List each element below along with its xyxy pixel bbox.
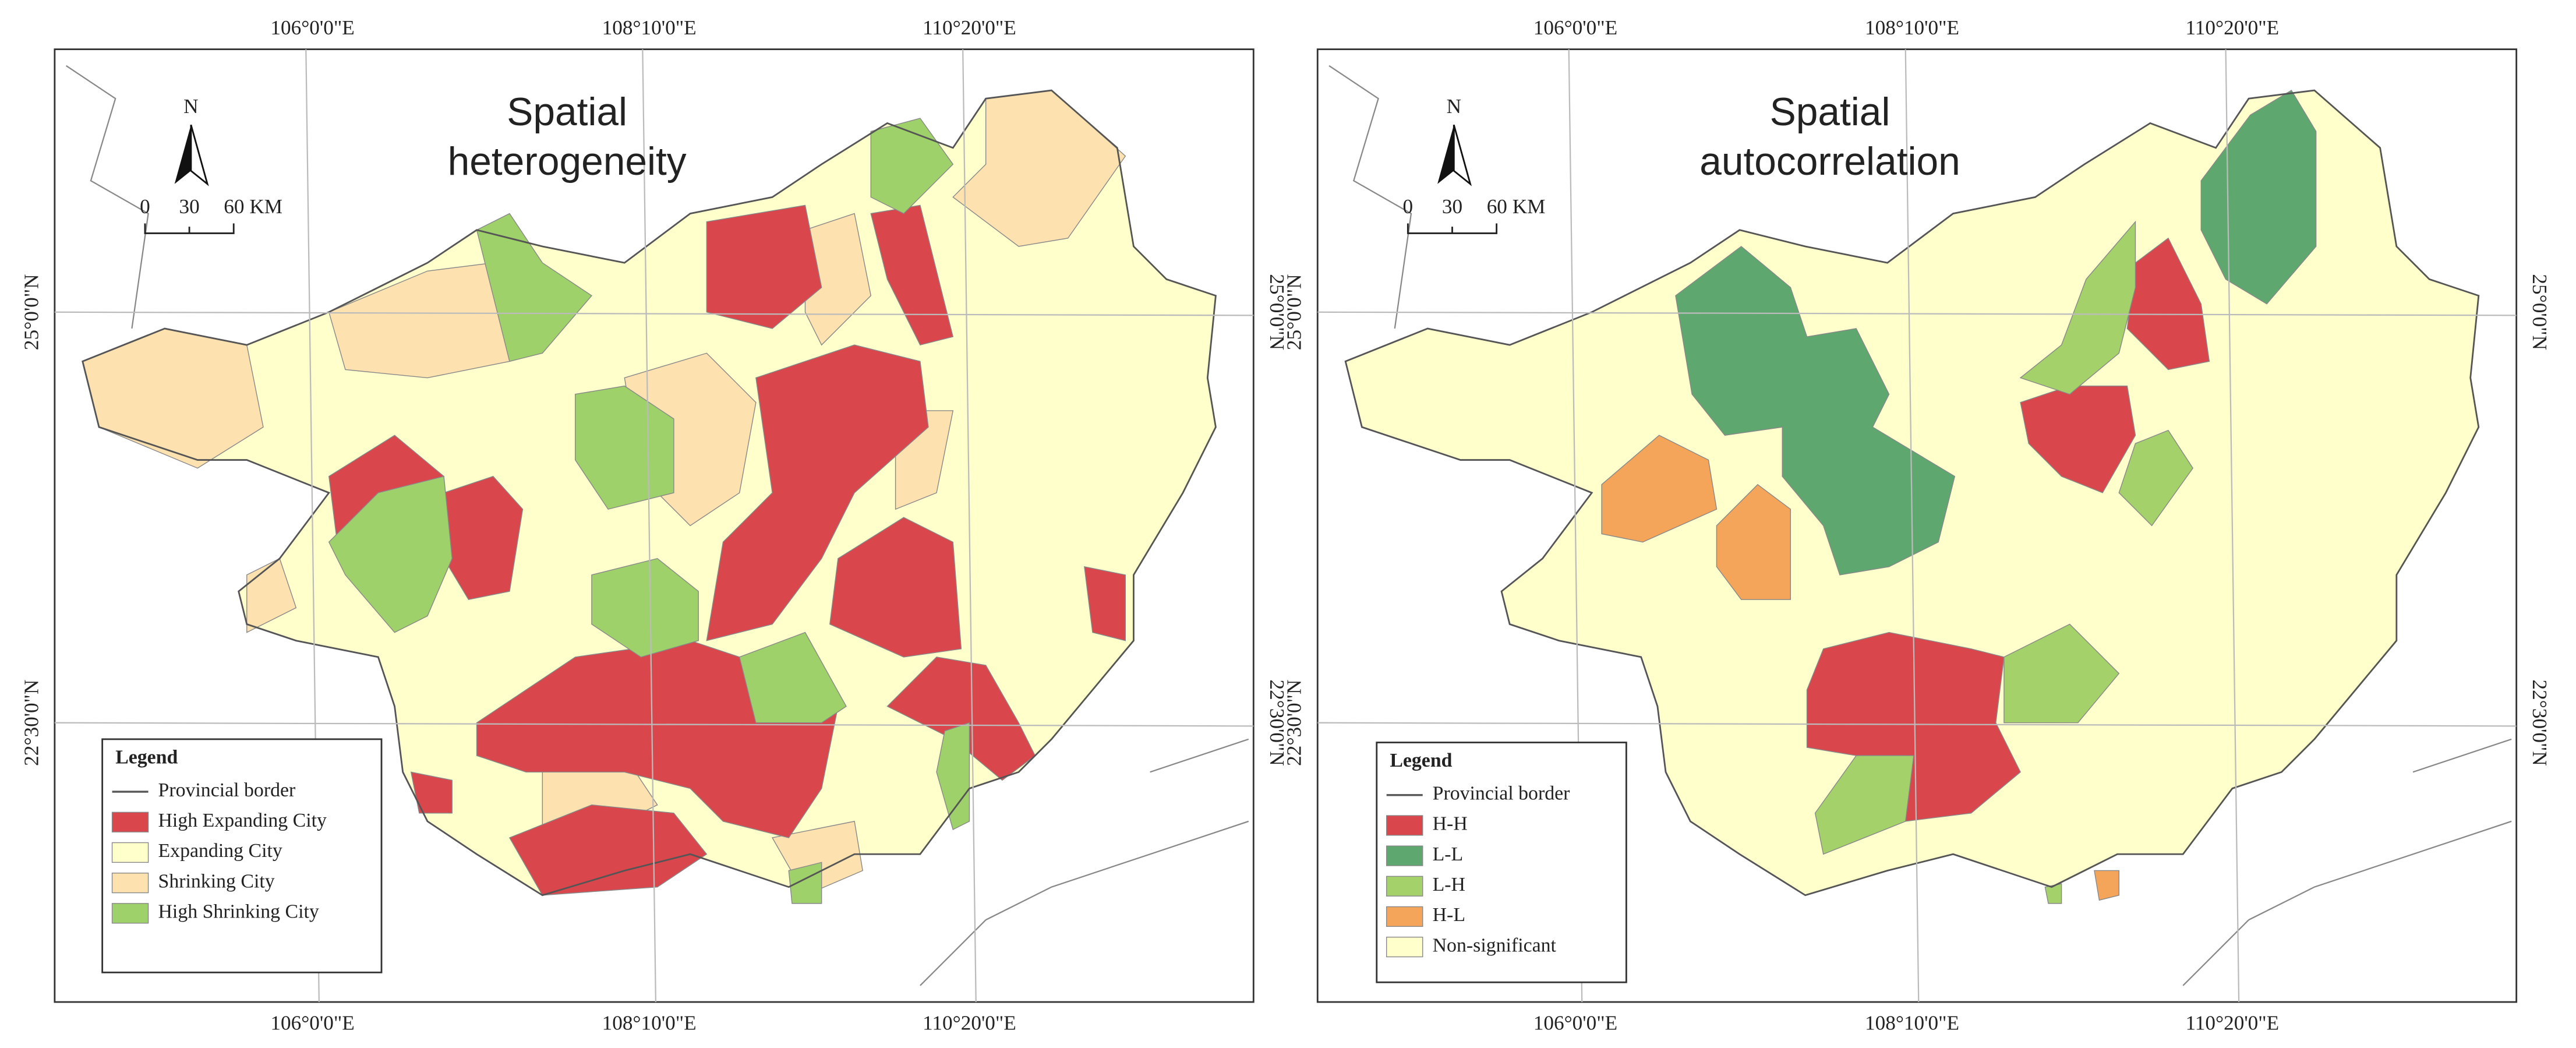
legend-label: High Expanding City — [158, 810, 327, 831]
county-region — [2200, 90, 2317, 305]
graticule — [1317, 311, 2517, 316]
lon-label: 108°10'0"E — [602, 1012, 697, 1035]
map-title: Spatial — [1770, 90, 1891, 134]
legend-label: Expanding City — [158, 840, 282, 862]
county-region — [1814, 755, 1914, 855]
county-region — [1675, 246, 1956, 576]
legend-swatch — [1386, 845, 1423, 866]
scale-label: 30 — [179, 195, 199, 218]
county-region — [738, 631, 847, 724]
graticule — [1317, 722, 2517, 727]
county-region — [2126, 237, 2210, 370]
county-region — [2019, 220, 2136, 395]
legend-label: Provincial border — [158, 779, 296, 801]
legend-label: L-H — [1433, 874, 1465, 895]
scale-label: 60 KM — [224, 195, 282, 218]
graticule — [2225, 49, 2240, 1003]
north-arrow — [190, 124, 209, 186]
scale-bar — [1407, 223, 1498, 234]
legend-title: Legend — [1390, 750, 1452, 771]
provincial-border — [1344, 89, 2480, 897]
county-region — [1806, 631, 2021, 822]
map-panel: 106°0'0"E 106°0'0"E 108°10'0"E 108°10'0"E 11… — [1283, 16, 2552, 1035]
lat-label: 22°30'0"N — [2528, 680, 2551, 766]
lon-label: 110°20'0"E — [923, 1012, 1016, 1035]
lon-label: 108°10'0"E — [602, 16, 697, 39]
legend-swatch — [1386, 876, 1423, 897]
legend-swatch — [111, 872, 149, 894]
county-region — [936, 722, 970, 830]
legend-label: H-L — [1433, 904, 1465, 926]
lat-label: 25°0'0"N — [1283, 274, 1306, 350]
lon-label: 106°0'0"E — [1533, 16, 1617, 39]
legend-swatch — [1386, 936, 1423, 958]
county-region — [1084, 566, 1126, 641]
graticule — [54, 722, 1254, 727]
graticule — [642, 49, 657, 1003]
county-region — [706, 204, 822, 329]
legend-swatch — [111, 811, 149, 832]
north-label: N — [1447, 95, 1461, 118]
legend-label: Provincial border — [1433, 783, 1570, 804]
lon-label: 108°10'0"E — [1865, 16, 1959, 39]
lon-label: 106°0'0"E — [270, 16, 354, 39]
county-region — [1716, 484, 1791, 600]
north-arrow — [174, 125, 191, 184]
legend-label: High Shrinking City — [158, 901, 319, 923]
neighbor-border — [65, 65, 1249, 986]
scale-label: 0 — [140, 195, 150, 218]
scale-bar — [144, 223, 235, 234]
map-title: heterogeneity — [448, 140, 687, 184]
lon-label: 110°20'0"E — [2185, 16, 2279, 39]
county-region — [829, 517, 962, 658]
legend-label: Shrinking City — [158, 870, 275, 892]
map-title: Spatial — [507, 90, 627, 134]
map-panel: 106°0'0"E 106°0'0"E 108°10'0"E 108°10'0"E 11… — [20, 16, 1288, 1035]
scale-label: 30 — [1442, 195, 1462, 218]
scale-label: 0 — [1403, 195, 1414, 218]
graticule — [1904, 49, 1920, 1003]
county-region — [870, 204, 954, 345]
county-region — [2118, 429, 2194, 527]
provincial-border — [82, 89, 1217, 897]
county-region — [870, 118, 954, 214]
county-region — [476, 213, 592, 362]
map-title: autocorrelation — [1699, 140, 1960, 184]
lat-label: 22°30'0"N — [20, 680, 43, 766]
county-region — [2094, 870, 2119, 901]
county-region — [706, 344, 929, 641]
legend-swatch — [111, 903, 149, 924]
graticule — [962, 49, 977, 1003]
lat-label: 25°0'0"N — [1266, 274, 1288, 350]
lat-label: 25°0'0"N — [2528, 274, 2551, 350]
county-region — [591, 557, 699, 658]
legend-swatch — [1386, 906, 1423, 927]
legend-swatch — [111, 842, 149, 863]
county-region — [246, 557, 297, 633]
lon-label: 110°20'0"E — [923, 16, 1016, 39]
county-region — [1601, 435, 1718, 543]
legend-label: L-L — [1433, 844, 1464, 865]
north-label: N — [183, 95, 198, 118]
lon-label: 106°0'0"E — [270, 1012, 354, 1035]
lat-label: 22°30'0"N — [1266, 680, 1288, 766]
lon-label: 106°0'0"E — [1533, 1012, 1617, 1035]
county-region — [328, 475, 453, 633]
legend-title: Legend — [115, 746, 178, 768]
county-region — [2003, 623, 2120, 724]
north-arrow — [1453, 124, 1472, 186]
lat-label: 22°30'0"N — [1283, 680, 1306, 766]
legend-swatch — [1386, 815, 1423, 836]
lon-label: 108°10'0"E — [1865, 1012, 1959, 1035]
county-region — [788, 862, 822, 904]
graticule — [54, 311, 1254, 316]
legend-box — [101, 738, 383, 973]
legend-label: H-H — [1433, 813, 1468, 835]
legend-label: Non-significant — [1433, 934, 1557, 956]
lat-label: 25°0'0"N — [20, 274, 43, 350]
lon-label: 110°20'0"E — [2185, 1012, 2279, 1035]
neighbor-border — [1328, 65, 2512, 986]
scale-label: 60 KM — [1487, 195, 1546, 218]
